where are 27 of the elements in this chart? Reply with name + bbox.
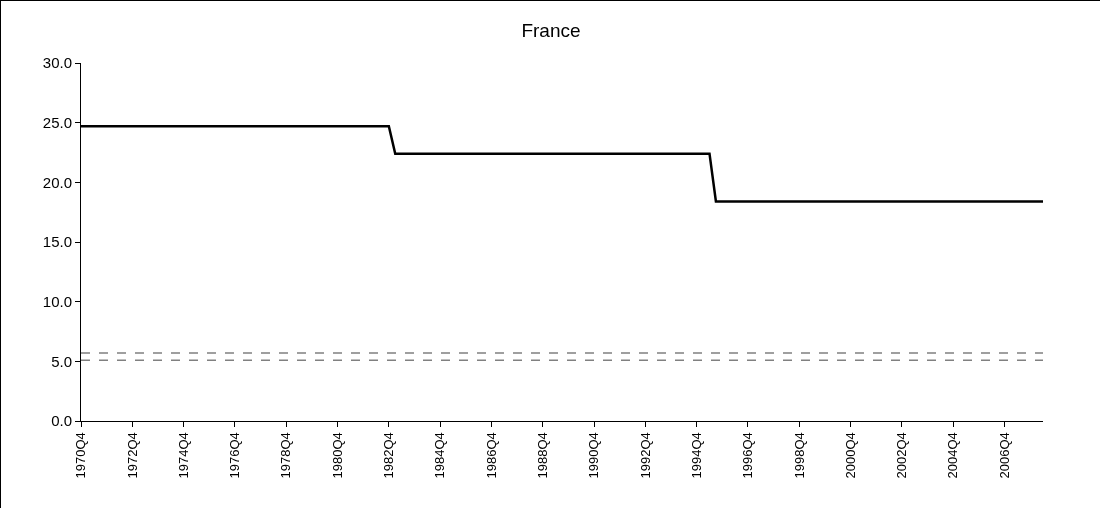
chart-title: France (521, 20, 581, 42)
x-tick-label: 1996Q4 (740, 432, 756, 479)
x-tick-label: 1998Q4 (791, 432, 807, 479)
x-tick-label: 2004Q4 (945, 432, 961, 479)
x-tick-label: 1986Q4 (483, 432, 499, 479)
x-tick-label: 1988Q4 (534, 432, 550, 479)
x-tick-label: 1974Q4 (175, 432, 191, 479)
x-tick-label: 2006Q4 (996, 432, 1012, 479)
y-tick-label: 20.0 (42, 173, 72, 191)
x-tick-label: 1982Q4 (381, 432, 397, 479)
y-tick-label: 0.0 (51, 412, 72, 430)
x-tick-label: 1976Q4 (227, 432, 243, 479)
x-tick-label: 1994Q4 (688, 432, 704, 479)
x-tick-label: 1984Q4 (432, 432, 448, 479)
y-tick-label: 10.0 (42, 292, 72, 310)
x-tick-label: 1970Q4 (73, 432, 89, 479)
x-tick-label: 1992Q4 (637, 432, 653, 479)
x-tick-label: 1978Q4 (278, 432, 294, 479)
y-tick-label: 25.0 (42, 113, 72, 131)
y-tick-label: 15.0 (42, 233, 72, 251)
x-tick-label: 1990Q4 (586, 432, 602, 479)
x-tick-label: 2000Q4 (842, 432, 858, 479)
x-tick-label: 2002Q4 (894, 432, 910, 479)
x-tick-label: 1972Q4 (124, 432, 140, 479)
x-tick-label: 1980Q4 (329, 432, 345, 479)
y-tick-label: 5.0 (51, 352, 72, 370)
y-tick-label: 30.0 (42, 54, 72, 72)
